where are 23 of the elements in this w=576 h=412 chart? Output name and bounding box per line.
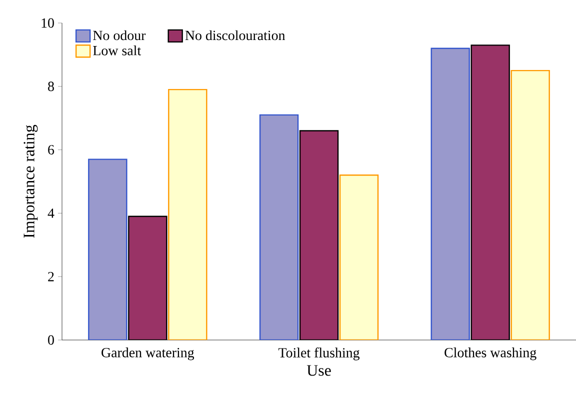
bar [259,114,299,340]
x-tick-label: Toilet flushing [278,348,360,360]
bar [339,174,379,340]
y-axis-title: Importance rating [24,124,38,238]
bar [510,70,550,340]
bar [88,158,128,340]
bar [128,216,168,340]
legend-label: Low salt [93,45,142,56]
y-tick-label: 6 [48,145,54,154]
x-axis-title: Use [306,365,331,376]
x-tick-label: Clothes washing [444,348,536,360]
bar [168,88,208,340]
bar [470,44,510,340]
y-tick-label: 4 [48,208,54,218]
y-tick-label: 8 [48,82,54,92]
y-tick-label: 0 [48,335,54,345]
legend-label: No odour [93,30,146,40]
y-tick-label: 10 [42,18,54,28]
bar [299,130,339,340]
legend-label: No discolouration [185,30,286,40]
bar [430,48,470,340]
y-tick-label: 2 [48,272,54,282]
x-tick-label: Garden watering [102,348,194,360]
